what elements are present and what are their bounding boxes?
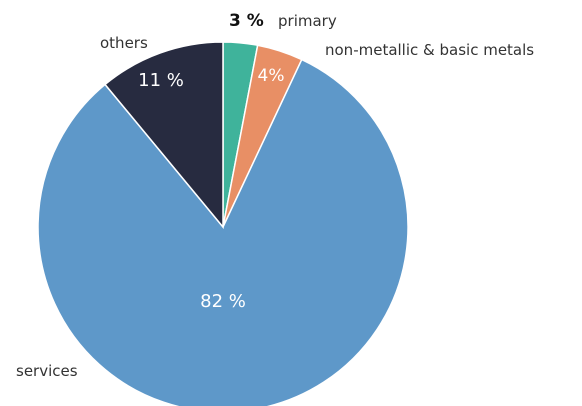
slice-name-label-primary: primary [278,12,337,30]
slice-name-label-non-metallic: non-metallic & basic metals [325,41,534,59]
slice-name-label-services: services [16,362,78,380]
slice-value-label-others: 11 % [138,70,184,91]
pie-labels: 82 % 11 % 4% others 3 % primary non-meta… [16,11,534,380]
slice-value-label-primary: 3 % [229,11,264,31]
pie-slices [37,41,409,406]
slice-value-label-services: 82 % [200,291,246,312]
pie-slice-others [104,41,224,230]
slice-name-label-others: others [100,34,148,52]
slice-value-label-non-metallic: 4% [258,66,285,86]
pie-slice-services [37,58,409,406]
